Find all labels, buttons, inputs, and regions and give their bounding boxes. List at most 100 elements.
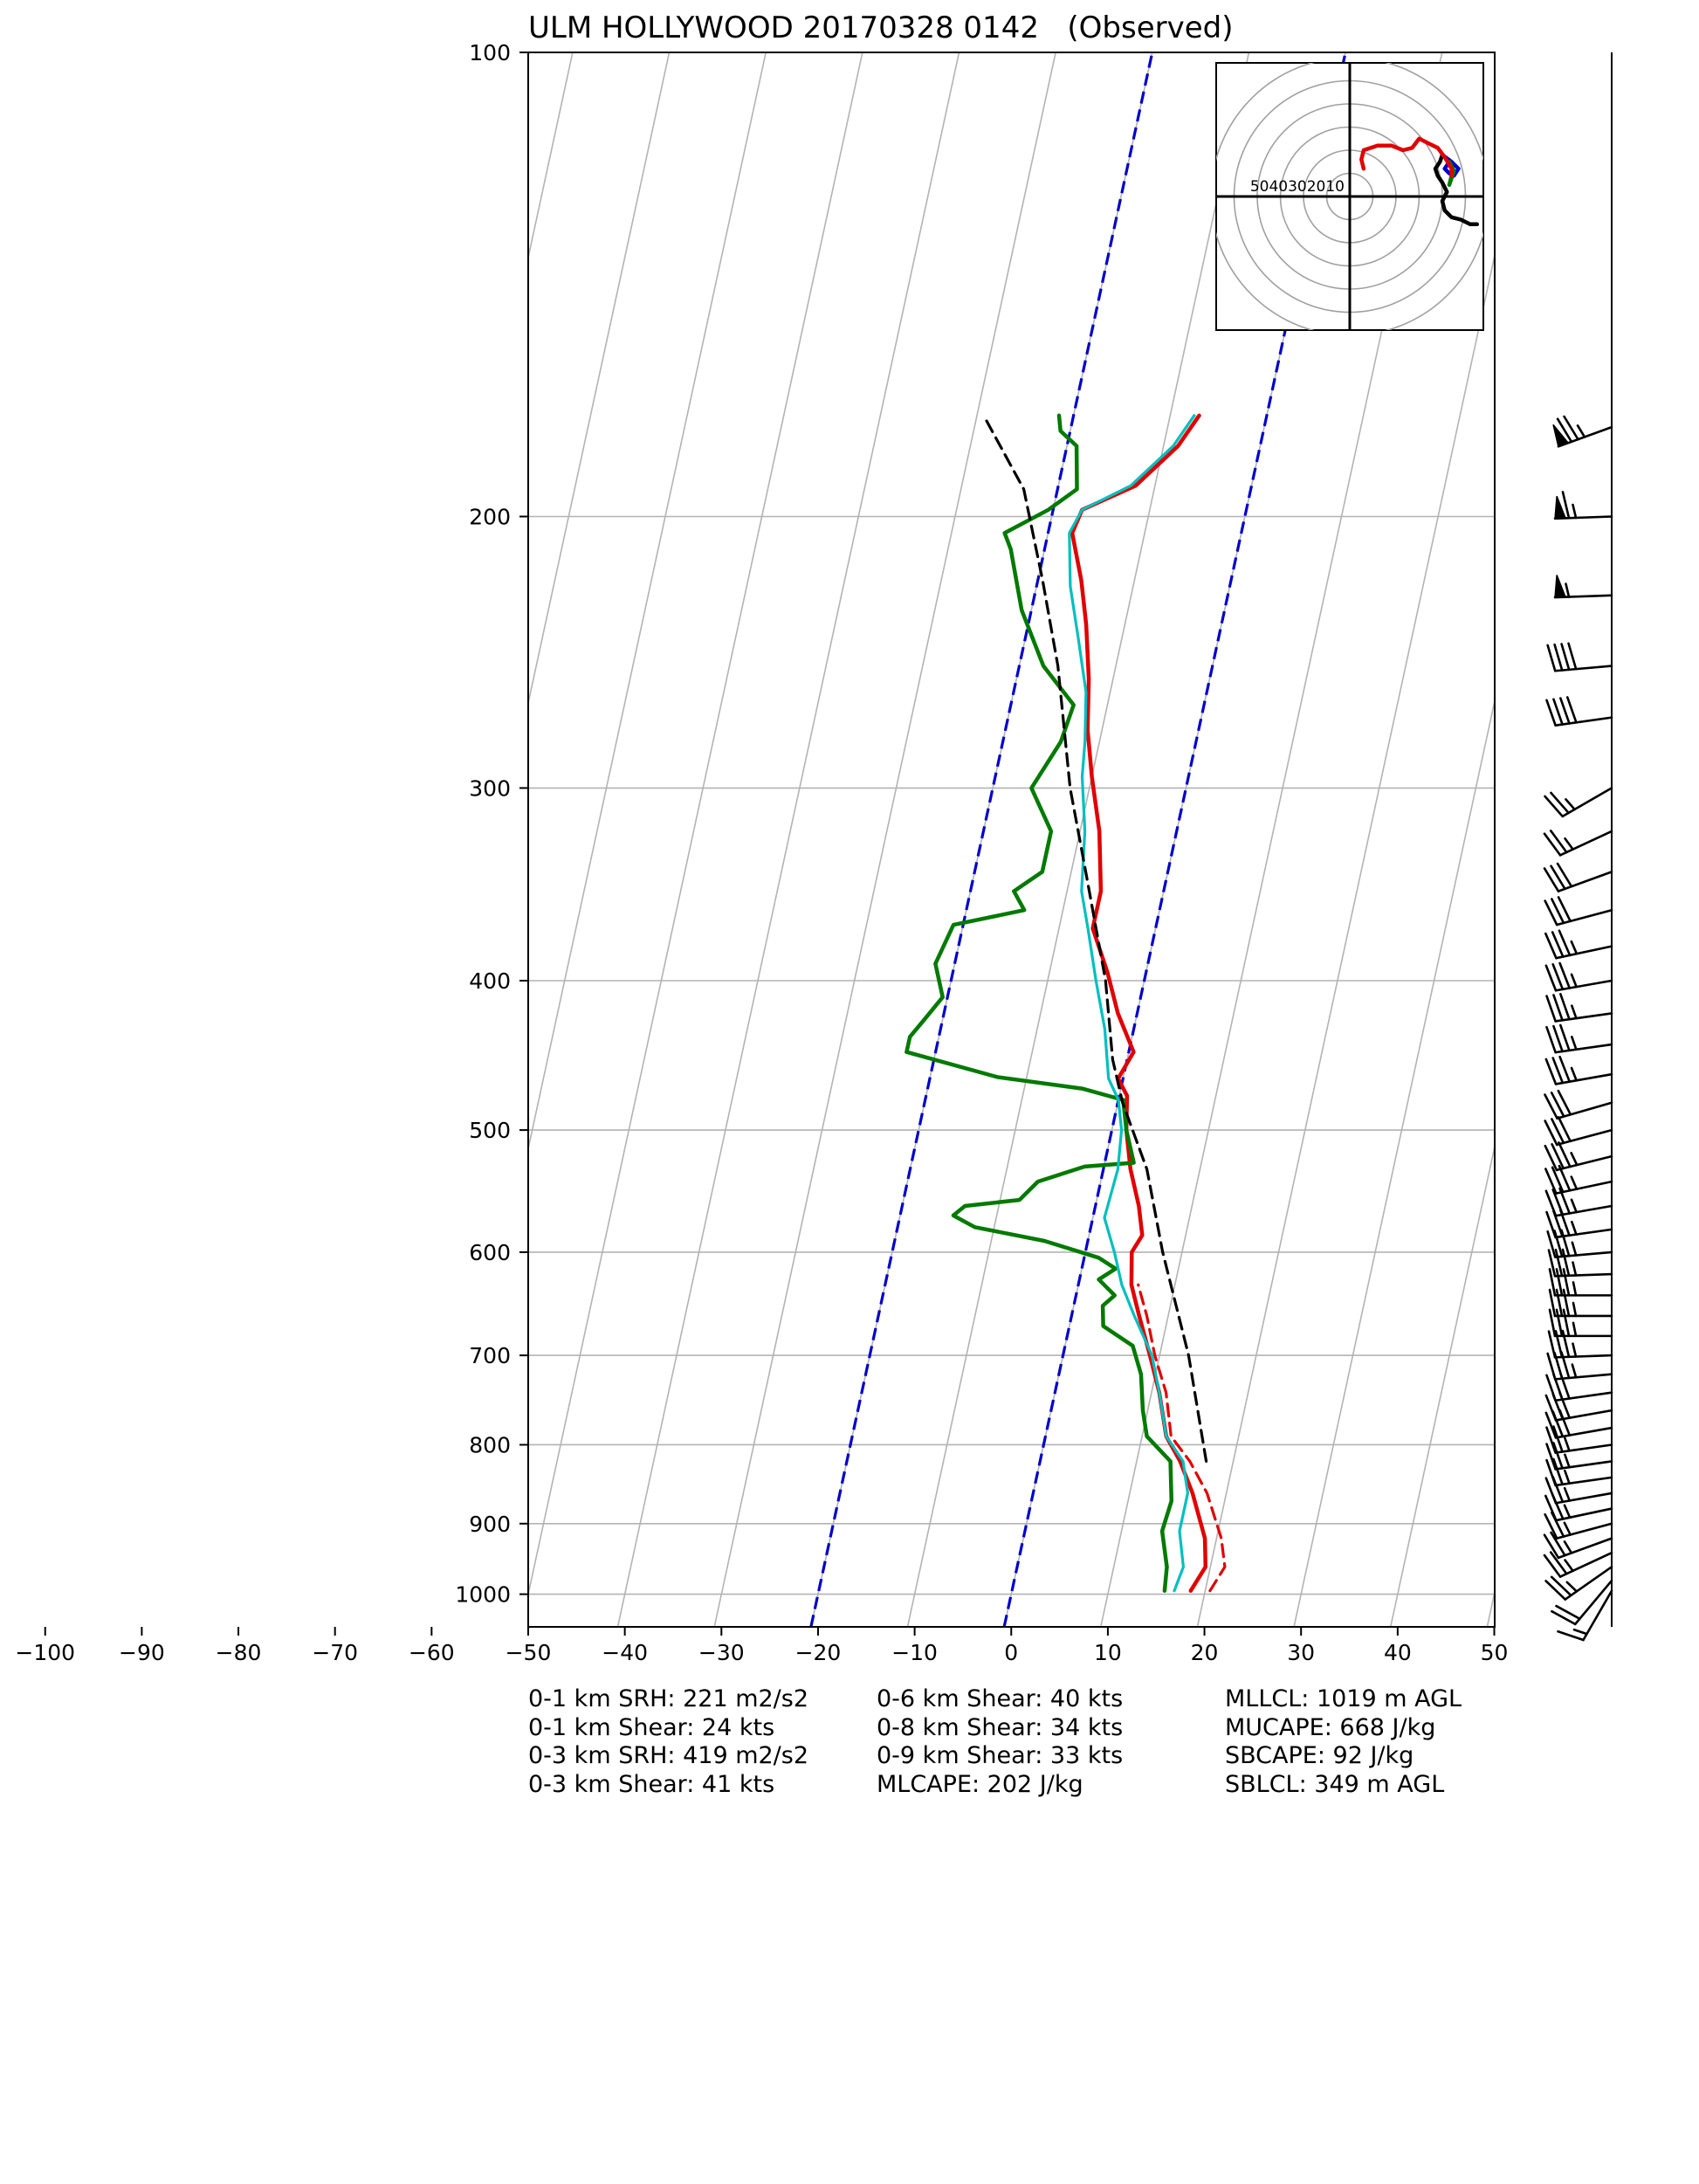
wind-barb-full xyxy=(1545,1025,1557,1054)
wind-barb-full xyxy=(1551,931,1565,958)
wind-barb-full xyxy=(1552,1024,1564,1053)
wind-barb xyxy=(1545,1023,1613,1054)
wind-barb-full xyxy=(1546,1230,1557,1258)
stats-column-1: 0-1 km SRH: 221 m2/s2 0-1 km Shear: 24 k… xyxy=(528,1685,808,1799)
wind-barb-shaft xyxy=(1553,1272,1613,1278)
wind-barb-full xyxy=(1546,1352,1557,1381)
wind-barb xyxy=(1544,1055,1613,1085)
wind-barb-full xyxy=(1567,642,1578,671)
isotherm--30 xyxy=(713,52,1056,1627)
wind-barb-half xyxy=(1570,1066,1578,1082)
wind-barb-full xyxy=(1543,832,1562,857)
wind-barb xyxy=(1544,1511,1613,1540)
chart-title: ULM HOLLYWOOD 20170328 0142 (Observed) xyxy=(528,10,1233,45)
wind-barb-half xyxy=(1571,1036,1578,1051)
x-tick-label: −100 xyxy=(15,1640,75,1665)
x-tick-label: −40 xyxy=(602,1640,648,1665)
wind-barb-full xyxy=(1544,1093,1558,1120)
wind-barb-full xyxy=(1544,964,1558,992)
stat-shear-0-6km: 0-6 km Shear: 40 kts xyxy=(877,1685,1124,1712)
stat-shear-0-9km: 0-9 km Shear: 33 kts xyxy=(877,1742,1124,1769)
wind-barb xyxy=(1548,1268,1613,1297)
wind-barb-full xyxy=(1548,1268,1557,1297)
wind-barb xyxy=(1552,415,1613,448)
wind-barb-full xyxy=(1545,1443,1557,1471)
isotherm--120 xyxy=(0,52,186,1627)
wind-barb-full xyxy=(1559,993,1571,1021)
wind-barb-half xyxy=(1570,1198,1578,1214)
wind-barb-full xyxy=(1544,1168,1558,1195)
wind-barb-shaft xyxy=(1553,665,1613,672)
wind-barb-half xyxy=(1572,503,1578,520)
wind-barb-full xyxy=(1549,830,1568,854)
wind-barb xyxy=(1547,1248,1613,1278)
wind-barb xyxy=(1545,1425,1613,1454)
wind-barb-full xyxy=(1555,1308,1564,1338)
wind-barb-shaft xyxy=(1561,787,1613,818)
wind-barb-half xyxy=(1571,1241,1578,1257)
wind-barb-full xyxy=(1548,1308,1557,1338)
isotherm--50 xyxy=(528,52,863,1598)
y-tick-label: 800 xyxy=(469,1432,511,1457)
wind-barb-shaft xyxy=(1555,945,1613,960)
x-tick-label: −50 xyxy=(506,1640,552,1665)
stat-mllcl: MLLCL: 1019 m AGL xyxy=(1225,1685,1462,1712)
x-tick-label: −90 xyxy=(119,1640,165,1665)
wind-barb-full xyxy=(1561,1248,1571,1278)
x-tick-label: −10 xyxy=(891,1640,938,1665)
wind-barb-shaft xyxy=(1556,1101,1613,1120)
wind-barb-shaft xyxy=(1555,1154,1613,1172)
wind-barb-full xyxy=(1544,1477,1558,1505)
wind-barb-half xyxy=(1576,424,1586,438)
wind-barb-shaft xyxy=(1554,1391,1613,1402)
wind-barb-shaft xyxy=(1554,1012,1613,1023)
wind-barb-full xyxy=(1544,1411,1558,1439)
y-tick-label: 600 xyxy=(469,1240,511,1265)
wind-barb-full xyxy=(1555,1268,1564,1297)
wind-barb-full xyxy=(1563,415,1579,441)
wind-barb-half xyxy=(1563,1486,1572,1502)
wind-barb-shaft xyxy=(1553,1354,1613,1359)
wind-barb xyxy=(1546,642,1613,672)
wind-barb-full xyxy=(1548,1288,1557,1318)
wind-barb xyxy=(1544,896,1613,927)
wind-barb-shaft xyxy=(1558,1551,1613,1578)
wind-barb-half xyxy=(1571,1363,1578,1379)
isotherm--70 xyxy=(528,52,671,706)
stats-column-3: MLLCL: 1019 m AGL MUCAPE: 668 J/kg SBCAP… xyxy=(1225,1685,1462,1799)
wind-barb-full xyxy=(1552,994,1564,1022)
wind-barb-flag xyxy=(1554,495,1567,520)
wind-barbs xyxy=(1543,415,1613,1642)
wind-barb-half xyxy=(1572,1281,1578,1297)
wind-barb-full xyxy=(1551,1142,1565,1170)
wind-barb-full xyxy=(1557,1089,1572,1116)
wind-barb-shaft xyxy=(1582,1589,1613,1642)
x-tick-label: −70 xyxy=(312,1640,358,1665)
wind-barb xyxy=(1544,1476,1613,1505)
wind-barb xyxy=(1543,1551,1613,1578)
wind-barb-full xyxy=(1565,696,1578,724)
wind-barb-shaft xyxy=(1554,979,1613,992)
wind-barb xyxy=(1544,787,1613,818)
isotherm--80 xyxy=(528,52,574,261)
wind-barb-full xyxy=(1547,1330,1557,1359)
stat-shear-0-1km: 0-1 km Shear: 24 kts xyxy=(528,1713,775,1741)
wind-barb-full xyxy=(1562,1268,1571,1297)
wind-barb-full xyxy=(1556,862,1573,888)
wind-barb xyxy=(1545,1457,1613,1487)
wind-barb-full xyxy=(1555,1288,1564,1318)
wind-barb-full xyxy=(1544,1512,1558,1540)
wind-barb xyxy=(1551,1579,1613,1626)
wind-barb xyxy=(1543,830,1613,857)
x-tick-label: 50 xyxy=(1481,1640,1509,1665)
wind-barb-shaft xyxy=(1555,1180,1613,1195)
wind-barb-half xyxy=(1564,1559,1574,1573)
x-tick-label: −30 xyxy=(698,1640,745,1665)
wind-barb-flag xyxy=(1554,575,1567,598)
wind-barb-full xyxy=(1557,1629,1585,1642)
wind-barb-shaft xyxy=(1573,1579,1613,1626)
x-tick-label: −20 xyxy=(795,1640,842,1665)
wind-barb xyxy=(1544,1493,1613,1522)
wind-barb-full xyxy=(1551,1057,1565,1085)
